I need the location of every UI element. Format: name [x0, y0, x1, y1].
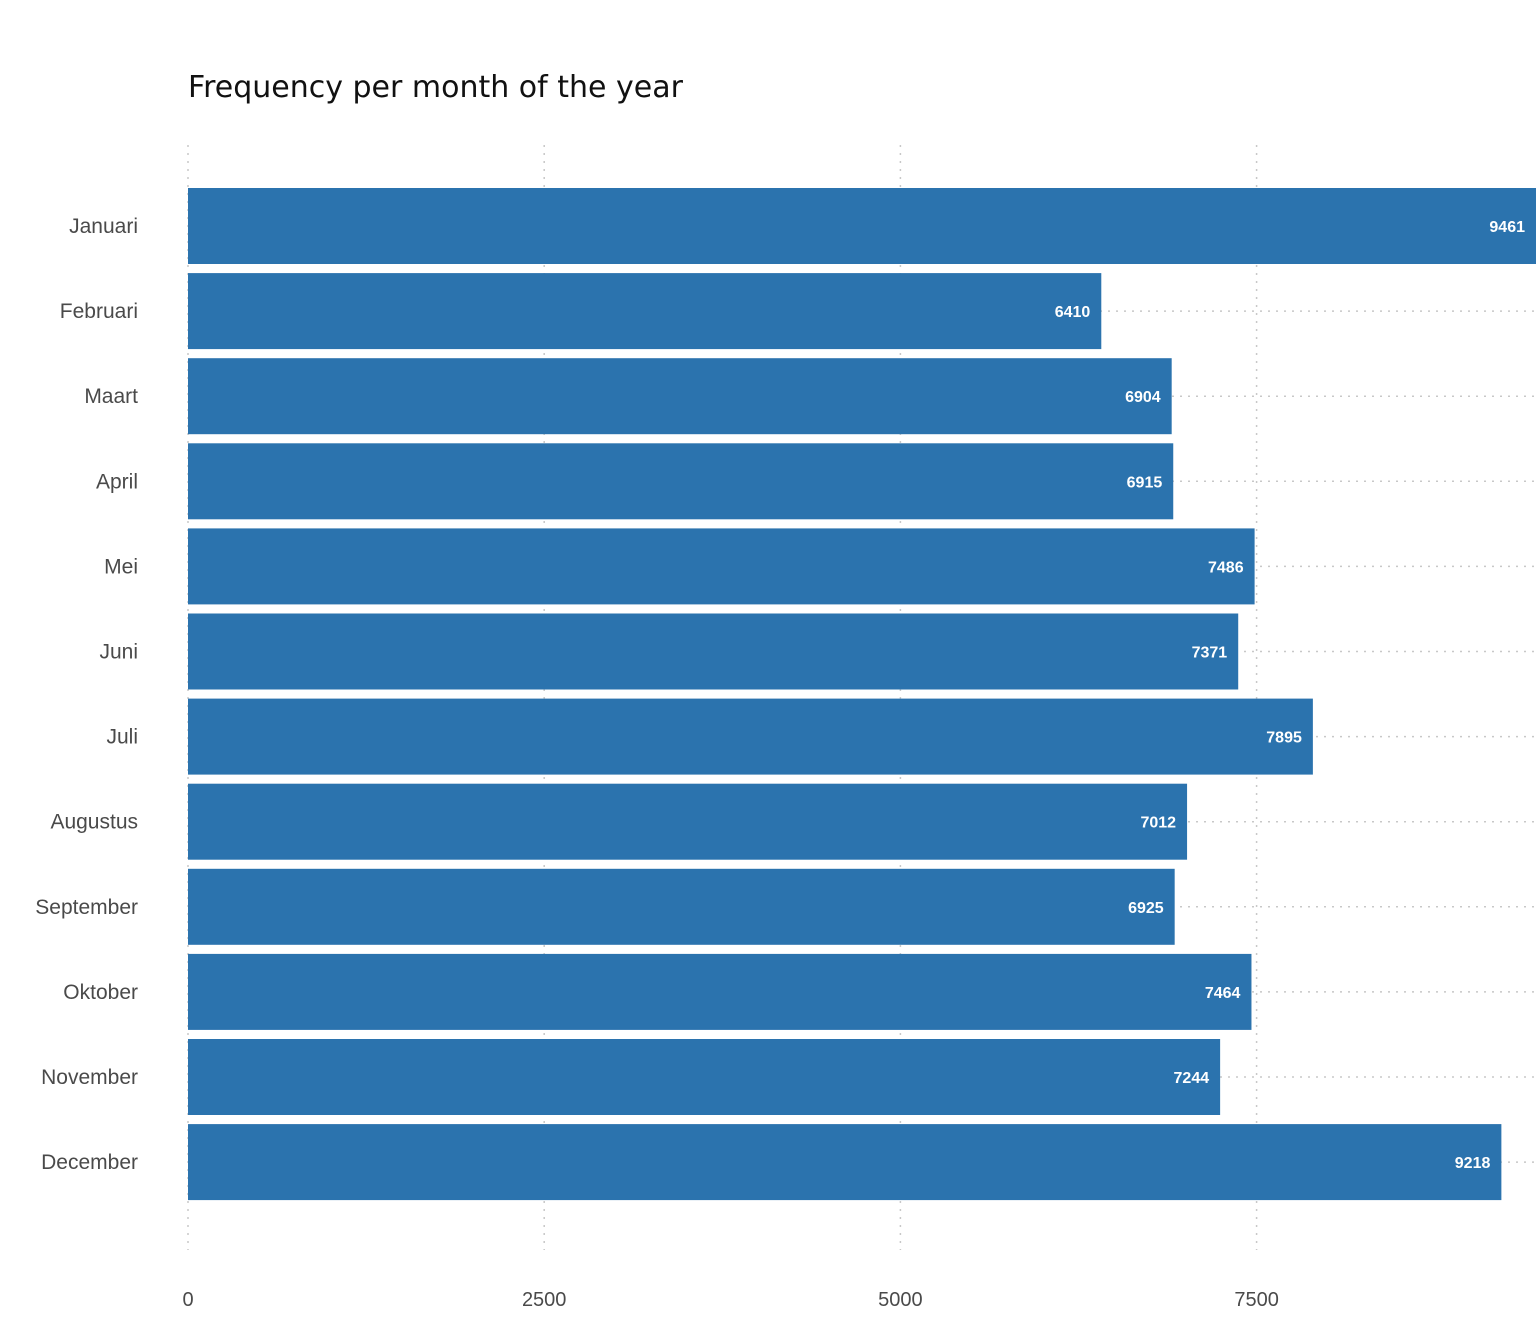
bar-januari: [188, 188, 1536, 264]
value-label: 6410: [1055, 304, 1091, 321]
bar-juni: [188, 613, 1239, 690]
bar-augustus: [188, 783, 1188, 860]
bar-juli: [188, 698, 1313, 775]
x-tick-label: 5000: [878, 1289, 923, 1311]
bar-februari: [188, 273, 1102, 350]
chart-title: Frequency per month of the year: [188, 70, 683, 105]
value-label: 7895: [1266, 730, 1302, 747]
bar-mei: [188, 528, 1255, 605]
value-label: 7486: [1208, 559, 1244, 576]
category-label: Februari: [60, 300, 138, 323]
category-label: Januari: [69, 215, 138, 238]
bar-september: [188, 868, 1175, 945]
category-label: September: [35, 896, 138, 919]
category-label: Mei: [104, 555, 138, 578]
bar-oktober: [188, 953, 1252, 1030]
category-label: Augustus: [50, 811, 138, 834]
value-label: 7464: [1205, 985, 1241, 1002]
value-label: 6925: [1128, 900, 1164, 917]
bar-november: [188, 1039, 1221, 1115]
x-tick-label: 2500: [522, 1289, 567, 1311]
value-label: 7244: [1174, 1070, 1210, 1087]
category-label: Juni: [99, 641, 138, 664]
bar-april: [188, 443, 1174, 520]
value-label: 9461: [1489, 219, 1525, 236]
value-label: 7012: [1140, 815, 1176, 832]
value-label: 7371: [1192, 645, 1228, 662]
x-tick-label: 0: [182, 1289, 193, 1311]
category-label: April: [96, 470, 138, 493]
value-label: 6904: [1125, 389, 1161, 406]
labels-layer: 0 2500 5000 7500 Januari 9461 Februari 6410 Maar…: [35, 215, 1525, 1311]
x-tick-label: 7500: [1234, 1289, 1279, 1311]
bar-december: [188, 1124, 1502, 1201]
category-label: Maart: [84, 385, 138, 408]
value-label: 9218: [1455, 1155, 1491, 1172]
bars-layer: [188, 188, 1536, 1201]
category-label: December: [41, 1151, 138, 1174]
value-label: 6915: [1127, 474, 1163, 491]
category-label: Juli: [106, 726, 138, 749]
category-label: November: [41, 1066, 138, 1089]
category-label: Oktober: [63, 981, 138, 1004]
bar-maart: [188, 358, 1172, 435]
